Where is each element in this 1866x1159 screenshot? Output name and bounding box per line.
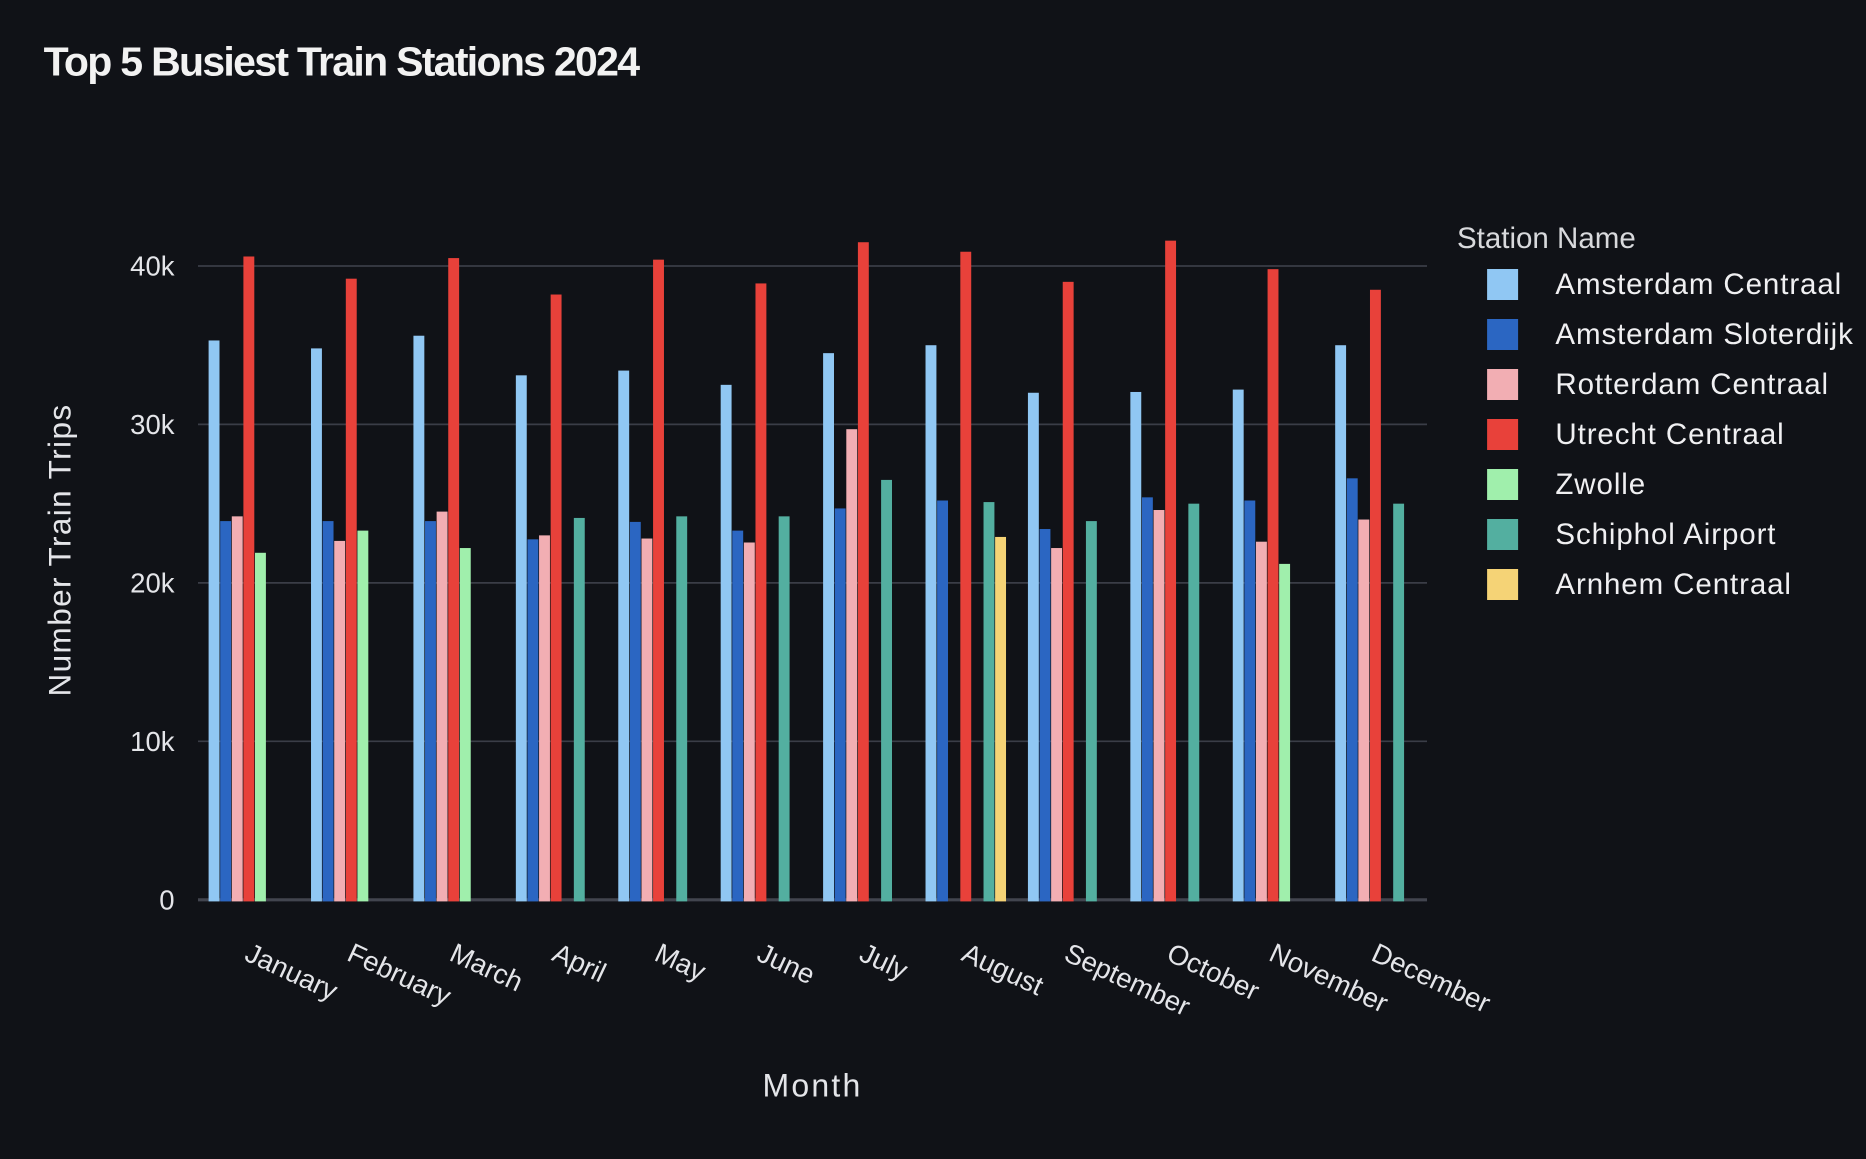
svg-text:Top 5 Busiest Train Stations 2: Top 5 Busiest Train Stations 2024 (44, 38, 641, 84)
svg-text:0: 0 (159, 884, 174, 915)
svg-text:Amsterdam Sloterdijk: Amsterdam Sloterdijk (1555, 318, 1853, 351)
svg-text:Rotterdam Centraal: Rotterdam Centraal (1555, 368, 1829, 401)
svg-text:Arnhem Centraal: Arnhem Centraal (1555, 568, 1792, 601)
svg-text:40k: 40k (130, 251, 175, 282)
svg-text:Month: Month (763, 1068, 863, 1104)
svg-text:Amsterdam Centraal: Amsterdam Centraal (1555, 268, 1842, 301)
svg-text:Station Name: Station Name (1457, 222, 1636, 255)
svg-text:Utrecht Centraal: Utrecht Centraal (1555, 418, 1784, 451)
svg-text:Number Train Trips: Number Train Trips (42, 403, 78, 696)
svg-text:Schiphol Airport: Schiphol Airport (1555, 518, 1776, 551)
svg-text:10k: 10k (130, 726, 175, 757)
svg-text:20k: 20k (130, 567, 175, 598)
svg-text:30k: 30k (130, 409, 175, 440)
svg-text:Zwolle: Zwolle (1555, 468, 1646, 501)
